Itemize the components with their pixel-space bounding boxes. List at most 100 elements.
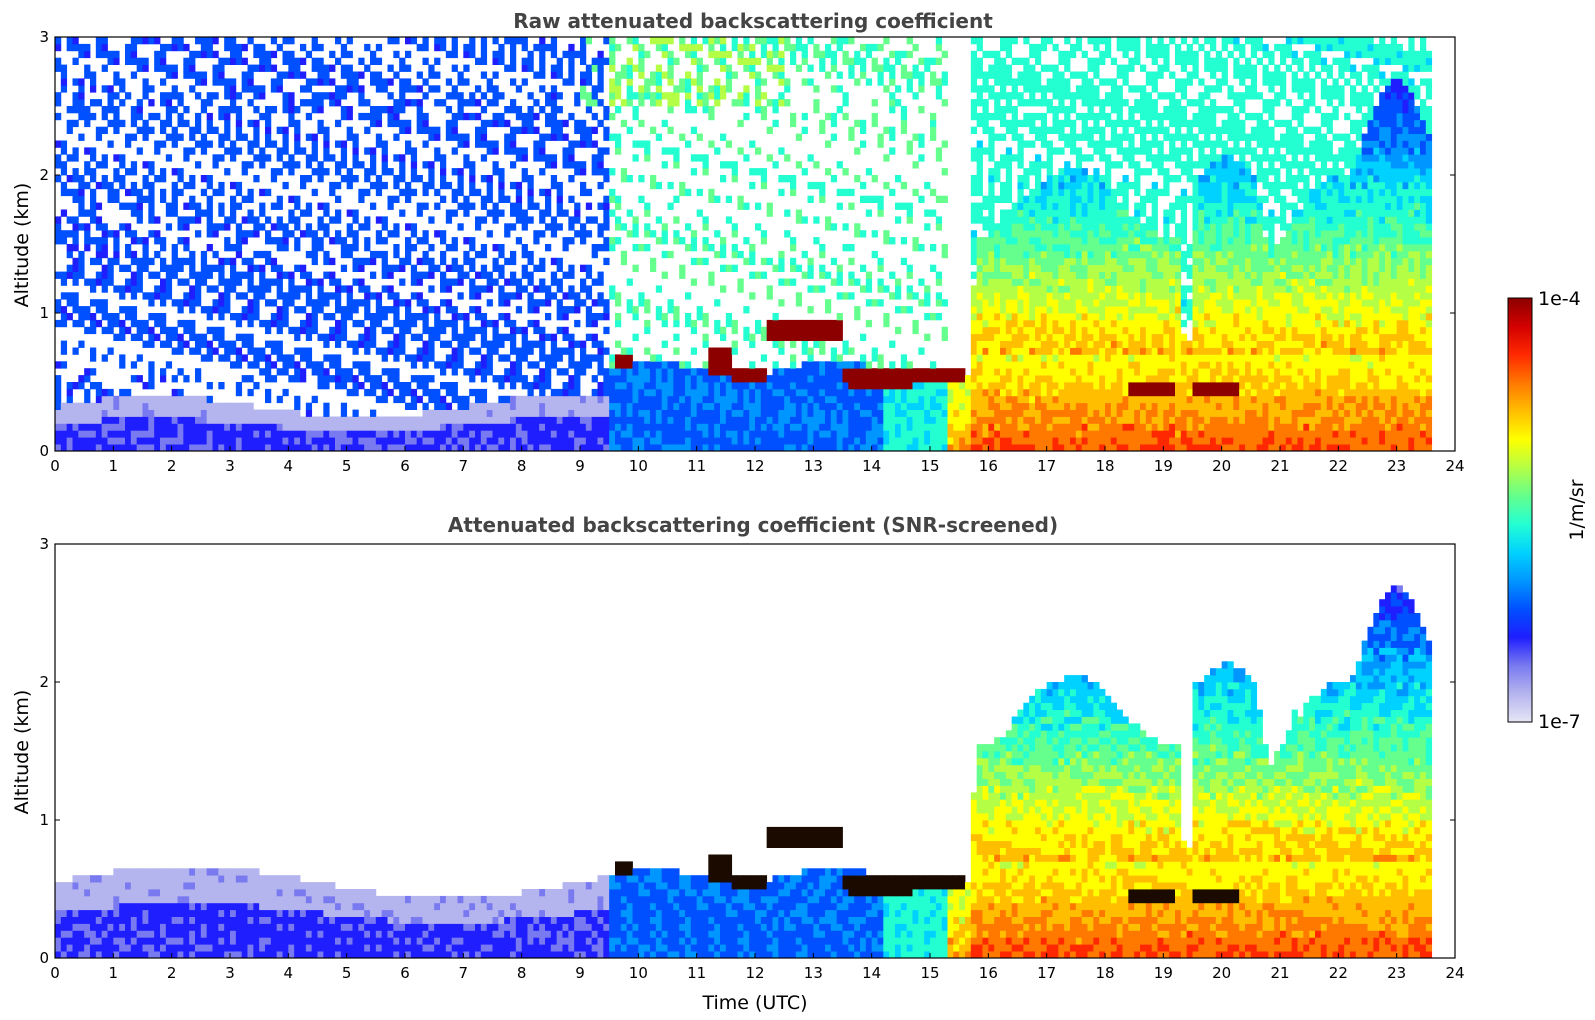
- heatmap-cell: [323, 402, 330, 410]
- heatmap-cell: [556, 126, 563, 134]
- heatmap-cell: [142, 326, 149, 335]
- heatmap-cell: [865, 299, 873, 307]
- heatmap-cell: [696, 64, 703, 72]
- heatmap-cell: [200, 402, 208, 410]
- heatmap-cell: [737, 423, 744, 431]
- heatmap-cell: [393, 154, 400, 162]
- heatmap-cell: [994, 50, 1001, 59]
- heatmap-cell: [469, 375, 476, 383]
- heatmap-cell: [883, 230, 890, 238]
- heatmap-cell: [288, 326, 295, 335]
- heatmap-cell: [317, 71, 324, 79]
- heatmap-cell: [276, 168, 283, 176]
- heatmap-cell: [125, 402, 132, 410]
- heatmap-cell: [329, 50, 336, 59]
- heatmap-cell: [276, 244, 283, 252]
- heatmap-cell: [294, 430, 301, 438]
- heatmap-cell: [340, 326, 348, 335]
- heatmap-cell: [165, 112, 173, 121]
- heatmap-cell: [527, 319, 534, 328]
- heatmap-cell: [696, 99, 703, 107]
- heatmap-cell: [177, 278, 184, 286]
- heatmap-cell: [720, 368, 727, 376]
- heatmap-cell: [830, 112, 838, 121]
- heatmap-cell: [655, 237, 663, 245]
- heatmap-cell: [480, 71, 488, 79]
- heatmap-cell: [259, 250, 266, 259]
- heatmap-cell: [661, 147, 668, 155]
- heatmap-cell: [638, 402, 645, 410]
- heatmap-cell: [405, 195, 412, 203]
- heatmap-cell: [434, 57, 441, 65]
- heatmap-cell: [994, 195, 1001, 203]
- heatmap-cell: [865, 43, 873, 52]
- heatmap-cell: [1005, 388, 1013, 397]
- heatmap-cell: [480, 416, 488, 424]
- heatmap-cell: [195, 202, 202, 210]
- heatmap-cell: [778, 423, 785, 431]
- heatmap-cell: [253, 106, 260, 114]
- heatmap-cell: [206, 209, 213, 217]
- heatmap-cell: [335, 119, 342, 128]
- heatmap-cell: [119, 402, 126, 410]
- heatmap-cell: [848, 57, 855, 65]
- heatmap-cell: [160, 423, 167, 431]
- heatmap-cell: [1000, 188, 1007, 197]
- heatmap-cell: [101, 326, 108, 335]
- heatmap-cell: [486, 430, 493, 438]
- heatmap-cell: [842, 361, 849, 369]
- heatmap-cell: [165, 423, 173, 431]
- heatmap-cell: [352, 382, 359, 390]
- heatmap-cell: [451, 416, 458, 424]
- heatmap-cell: [288, 161, 295, 169]
- heatmap-cell: [294, 444, 301, 452]
- heatmap-cell: [282, 416, 289, 424]
- heatmap-cell: [340, 147, 348, 155]
- heatmap-cell: [994, 230, 1001, 238]
- heatmap-cell: [486, 195, 493, 203]
- heatmap-cell: [125, 313, 132, 321]
- heatmap-cell: [860, 382, 867, 390]
- heatmap-cell: [78, 375, 85, 383]
- heatmap-cell: [755, 375, 762, 383]
- heatmap-cell: [60, 416, 68, 424]
- heatmap-cell: [679, 388, 686, 397]
- heatmap-cell: [276, 154, 283, 162]
- heatmap-cell: [568, 147, 575, 155]
- heatmap-cell: [574, 402, 581, 410]
- heatmap-cell: [346, 437, 353, 445]
- heatmap-cell: [428, 271, 435, 279]
- heatmap-cell: [807, 395, 814, 404]
- heatmap-cell: [148, 181, 155, 190]
- heatmap-cell: [119, 285, 126, 293]
- heatmap-cell: [294, 285, 301, 293]
- heatmap-cell: [836, 188, 843, 197]
- heatmap-cell: [160, 264, 167, 272]
- heatmap-cell: [550, 43, 558, 52]
- heatmap-cell: [457, 181, 464, 190]
- heatmap-cell: [323, 257, 330, 266]
- heatmap-cell: [550, 119, 558, 128]
- heatmap-cell: [265, 106, 272, 114]
- heatmap-cell: [801, 168, 808, 176]
- heatmap-cell: [230, 402, 237, 410]
- heatmap-cell: [113, 333, 120, 341]
- heatmap-cell: [107, 50, 114, 59]
- heatmap-cell: [930, 126, 937, 134]
- heatmap-cell: [451, 319, 458, 328]
- heatmap-cell: [982, 202, 989, 210]
- heatmap-cell: [661, 223, 668, 231]
- heatmap-cell: [527, 50, 534, 59]
- heatmap-cell: [370, 181, 377, 190]
- heatmap-cell: [854, 313, 861, 321]
- heatmap-cell: [574, 92, 581, 100]
- heatmap-cell: [224, 112, 231, 121]
- heatmap-cell: [591, 416, 598, 424]
- heatmap-cell: [527, 423, 534, 431]
- heatmap-cell: [679, 78, 686, 86]
- heatmap-cell: [323, 223, 330, 231]
- heatmap-cell: [970, 85, 978, 93]
- heatmap-cell: [107, 402, 114, 410]
- heatmap-cell: [801, 437, 808, 445]
- heatmap-cell: [556, 188, 563, 197]
